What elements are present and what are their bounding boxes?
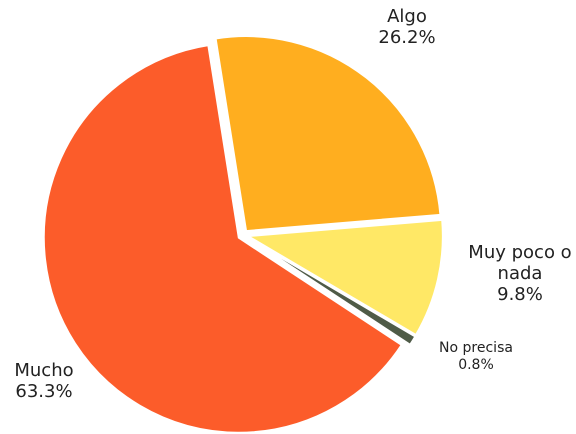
category-label: No precisa (439, 340, 513, 356)
value-label: 0.8% (458, 357, 494, 373)
slice-label: Mucho 63.3% (0, 360, 94, 402)
value-label: 9.8% (497, 284, 543, 305)
pie-slice (246, 236, 417, 347)
pie-slice (214, 35, 442, 233)
value-label: 63.3% (15, 381, 73, 402)
category-label: Mucho (14, 360, 74, 381)
value-label: 26.2% (378, 27, 436, 48)
slice-label: Muy poco o nada 9.8% (465, 242, 575, 305)
pie-slice (42, 43, 404, 434)
category-label: Algo (387, 6, 427, 27)
category-label: Muy poco o nada (468, 242, 572, 284)
pie-slice (244, 218, 444, 337)
slice-label: No precisa 0.8% (426, 340, 526, 374)
slice-label: Algo 26.2% (347, 6, 467, 48)
